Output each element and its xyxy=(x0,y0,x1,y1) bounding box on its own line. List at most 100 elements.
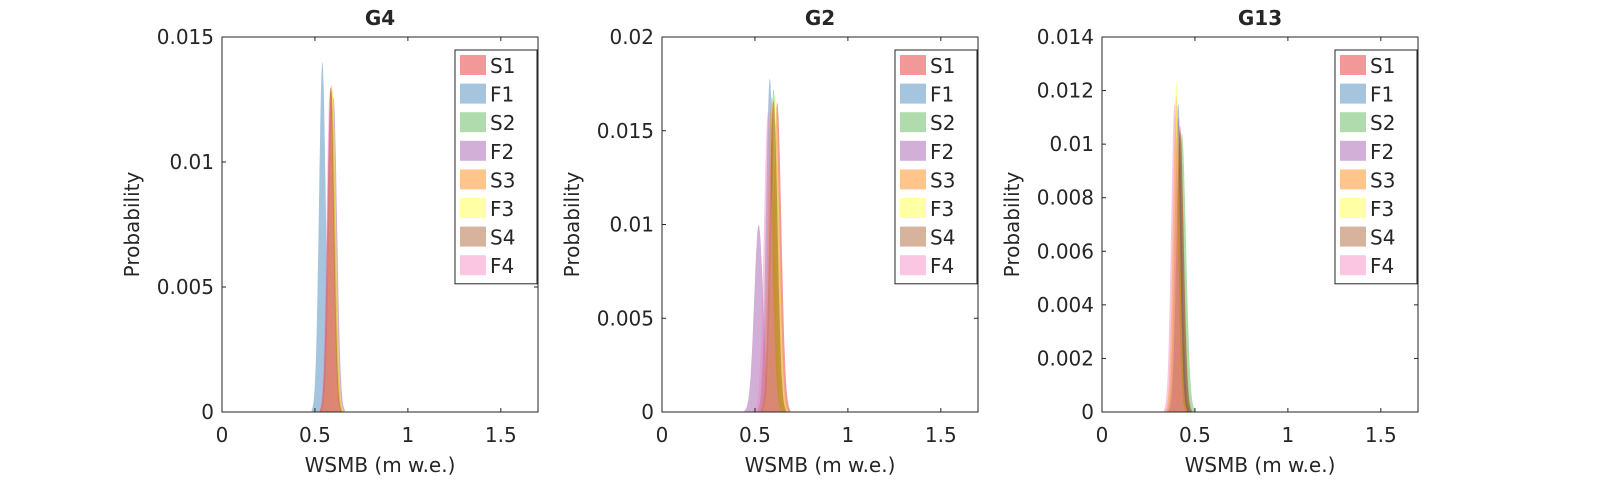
series-area-s3 xyxy=(1165,95,1188,413)
legend-swatch-s3 xyxy=(460,169,486,190)
legend-box xyxy=(1334,49,1418,285)
series-area-f3 xyxy=(321,89,344,412)
x-tick-label: 0 xyxy=(1096,423,1109,447)
legend-label-s1: S1 xyxy=(490,54,515,78)
series-area-s2 xyxy=(1168,133,1195,412)
series-area-f1 xyxy=(757,78,782,413)
series-area-s1 xyxy=(320,87,342,412)
y-tick-label: 0.015 xyxy=(597,119,654,143)
legend-label-f1: F1 xyxy=(1370,83,1394,107)
legend-swatch-f4 xyxy=(900,255,926,276)
legend-swatch-s3 xyxy=(1340,169,1366,190)
legend-swatch-s1 xyxy=(460,55,486,75)
legend-swatch-f4 xyxy=(1340,255,1366,276)
legend-label-s1: S1 xyxy=(930,54,955,78)
legend-label-s3: S3 xyxy=(490,168,515,192)
x-tick-label: 0.5 xyxy=(739,423,771,447)
legend-label-f3: F3 xyxy=(1370,197,1394,221)
series-area-f1 xyxy=(311,62,334,412)
legend-label-f2: F2 xyxy=(490,140,514,164)
y-tick-label: 0.01 xyxy=(609,213,654,237)
legend-swatch-s2 xyxy=(460,112,486,133)
chart-panel-g2: 0 0.5 1 1.5 0 0.005 0.01 0.015 0.02 G2 WSMB (m w.e… xyxy=(560,6,979,477)
legend-label-s1: S1 xyxy=(1370,54,1395,78)
chart-panel-g13: 0 0.5 1 1.5 0 0.002 0.004 0.006 0.008 0.01 0.012 0.… xyxy=(1000,6,1419,477)
series-group xyxy=(744,78,791,413)
series-group xyxy=(1163,82,1195,413)
x-tick-label: 0.5 xyxy=(299,423,331,447)
legend: S1 F1 S2 F2 S3 F3 S4 F4 xyxy=(454,49,538,285)
series-area-f2 xyxy=(744,224,773,412)
y-axis-label: Probability xyxy=(120,171,144,277)
legend-label-f4: F4 xyxy=(1370,254,1394,278)
legend-swatch-f1 xyxy=(900,83,926,104)
x-tick-label: 1 xyxy=(842,423,855,447)
legend-swatch-f2 xyxy=(1340,140,1366,161)
y-tick-label: 0.01 xyxy=(169,150,214,174)
legend-box xyxy=(454,49,538,285)
series-area-f4 xyxy=(1163,104,1186,412)
legend-label-s2: S2 xyxy=(1370,111,1395,135)
legend-label-s2: S2 xyxy=(930,111,955,135)
x-tick-label: 0 xyxy=(216,423,229,447)
x-axis-label: WSMB (m w.e.) xyxy=(305,453,456,477)
legend-swatch-f2 xyxy=(900,140,926,161)
legend-label-s4: S4 xyxy=(490,226,515,250)
legend-label-f1: F1 xyxy=(930,83,954,107)
series-area-s4 xyxy=(761,100,786,413)
series-area-f2 xyxy=(1166,117,1190,413)
legend: S1 F1 S2 F2 S3 F3 S4 F4 xyxy=(894,49,978,285)
y-tick-label: 0.005 xyxy=(157,275,214,299)
legend-box xyxy=(894,49,978,285)
legend-label-f4: F4 xyxy=(930,254,954,278)
legend-swatch-s1 xyxy=(900,55,926,75)
legend-label-f1: F1 xyxy=(490,83,514,107)
legend-label-s4: S4 xyxy=(930,226,955,250)
series-area-s2 xyxy=(321,92,343,412)
y-tick-label: 0.015 xyxy=(157,25,214,49)
legend-label-s2: S2 xyxy=(490,111,515,135)
legend-label-f2: F2 xyxy=(930,140,954,164)
legend-swatch-f3 xyxy=(460,198,486,218)
x-tick-label: 1.5 xyxy=(485,423,517,447)
y-tick-label: 0 xyxy=(1081,400,1094,424)
series-area-s3 xyxy=(759,97,785,412)
chart-title: G4 xyxy=(365,6,395,30)
series-area-s2 xyxy=(761,89,786,412)
legend-swatch-f3 xyxy=(1340,198,1366,218)
legend-label-f2: F2 xyxy=(1370,140,1394,164)
series-group xyxy=(311,62,345,412)
series-area-f1 xyxy=(1166,104,1190,412)
y-tick-label: 0.002 xyxy=(1037,346,1094,370)
axes-box xyxy=(1101,36,1419,413)
legend-swatch-s2 xyxy=(900,112,926,133)
series-area-f3 xyxy=(762,93,788,412)
y-tick-label: 0.005 xyxy=(597,306,654,330)
x-tick-label: 0.5 xyxy=(1179,423,1211,447)
x-tick-label: 0 xyxy=(656,423,669,447)
y-tick-label: 0.012 xyxy=(1037,79,1094,103)
y-axis-label: Probability xyxy=(1000,171,1024,277)
y-tick-label: 0 xyxy=(201,400,214,424)
series-area-f4 xyxy=(319,92,341,412)
legend-label-s3: S3 xyxy=(930,168,955,192)
y-axis-label: Probability xyxy=(560,171,584,277)
series-area-f4 xyxy=(754,112,781,412)
chart-title: G2 xyxy=(805,6,835,30)
legend-label-f4: F4 xyxy=(490,254,514,278)
x-tick-label: 1 xyxy=(1282,423,1295,447)
y-tick-label: 0.014 xyxy=(1037,25,1094,49)
y-tick-label: 0.02 xyxy=(609,25,654,49)
y-tick-label: 0.01 xyxy=(1049,132,1094,156)
series-area-f2 xyxy=(322,97,345,412)
legend-swatch-s2 xyxy=(1340,112,1366,133)
series-area-s4 xyxy=(1168,125,1192,413)
y-tick-label: 0.008 xyxy=(1037,186,1094,210)
legend: S1 F1 S2 F2 S3 F3 S4 F4 xyxy=(1334,49,1418,285)
legend-swatch-s4 xyxy=(460,226,486,247)
legend-label-s4: S4 xyxy=(1370,226,1395,250)
legend-swatch-s4 xyxy=(1340,226,1366,247)
y-tick-label: 0.004 xyxy=(1037,293,1094,317)
chart-panel-g4: 0 0.5 1 1.5 0 0.005 0.01 0.015 G4 WSMB (m w.e.) Pr… xyxy=(120,6,539,477)
